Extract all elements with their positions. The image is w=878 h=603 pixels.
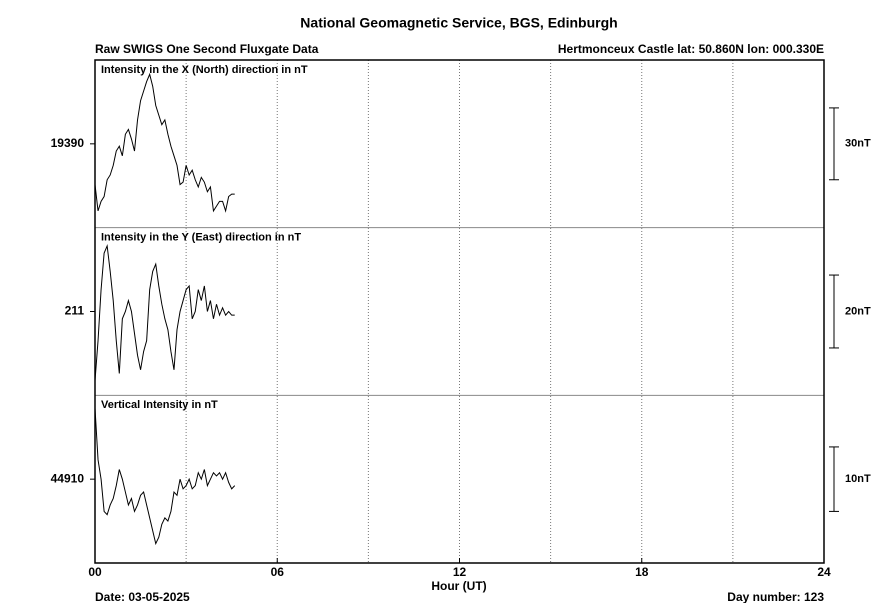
chart-title: National Geomagnetic Service, BGS, Edinb… bbox=[300, 15, 617, 31]
x-axis-label: Hour (UT) bbox=[431, 579, 486, 593]
date: Date: 03-05-2025 bbox=[95, 590, 190, 603]
plot-frame bbox=[94, 59, 825, 564]
subtitle-left: Raw SWIGS One Second Fluxgate Data bbox=[95, 42, 319, 56]
scale-bar-label: 10nT bbox=[845, 473, 871, 485]
data-line bbox=[94, 72, 235, 213]
panel-title: Intensity in the X (North) direction in … bbox=[101, 64, 308, 76]
panel-title: Intensity in the Y (East) direction in n… bbox=[101, 232, 301, 244]
y-tick-label: 19390 bbox=[51, 136, 85, 150]
x-tick-label: 12 bbox=[453, 565, 467, 579]
panel-title: Vertical Intensity in nT bbox=[101, 399, 218, 411]
subtitle-right: Hertmonceux Castle lat: 50.860N lon: 000… bbox=[558, 42, 824, 56]
x-tick-label: 00 bbox=[88, 565, 102, 579]
y-tick-label: 44910 bbox=[51, 471, 85, 485]
scale-bar-label: 20nT bbox=[845, 305, 871, 317]
data-line bbox=[94, 243, 235, 381]
day-number: Day number: 123 bbox=[727, 590, 824, 603]
x-tick-label: 06 bbox=[271, 565, 285, 579]
x-tick-label: 24 bbox=[817, 565, 831, 579]
x-tick-label: 18 bbox=[635, 565, 649, 579]
scale-bar-label: 30nT bbox=[845, 138, 871, 150]
y-tick-label: 211 bbox=[65, 304, 85, 318]
data-line bbox=[94, 408, 236, 546]
